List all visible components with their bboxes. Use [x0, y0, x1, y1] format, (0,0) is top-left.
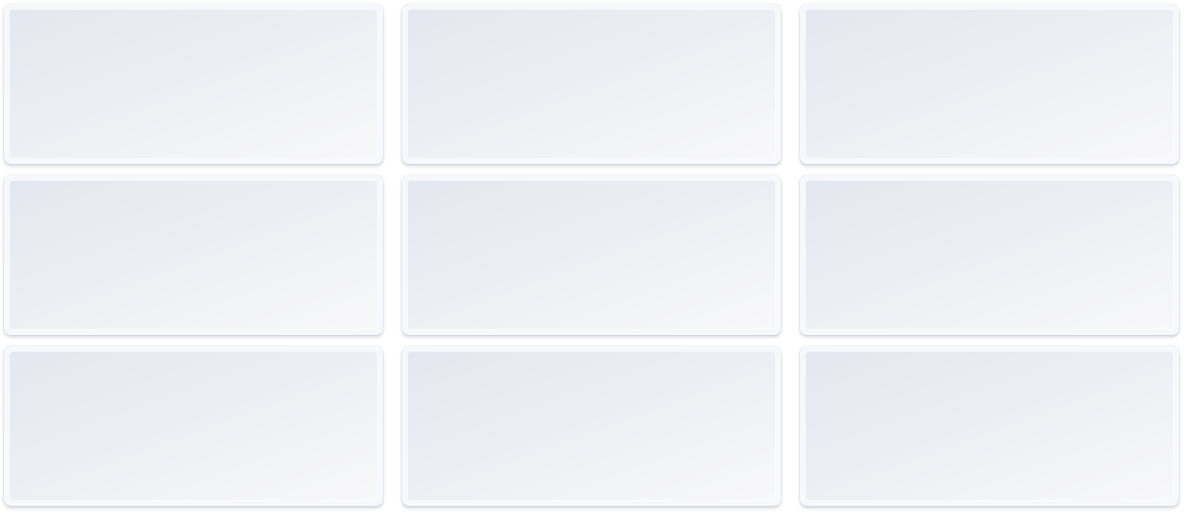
card-5[interactable] [402, 175, 781, 335]
card-placeholder [805, 9, 1174, 159]
card-4[interactable] [4, 175, 383, 335]
card-9[interactable] [800, 346, 1179, 506]
card-placeholder [9, 180, 378, 330]
card-3[interactable] [800, 4, 1179, 164]
card-placeholder [407, 180, 776, 330]
card-8[interactable] [402, 346, 781, 506]
card-placeholder [805, 180, 1174, 330]
card-placeholder [9, 9, 378, 159]
card-placeholder [805, 351, 1174, 501]
card-placeholder [9, 351, 378, 501]
card-2[interactable] [402, 4, 781, 164]
card-grid [4, 4, 1181, 506]
card-placeholder [407, 9, 776, 159]
card-7[interactable] [4, 346, 383, 506]
card-placeholder [407, 351, 776, 501]
card-6[interactable] [800, 175, 1179, 335]
card-1[interactable] [4, 4, 383, 164]
